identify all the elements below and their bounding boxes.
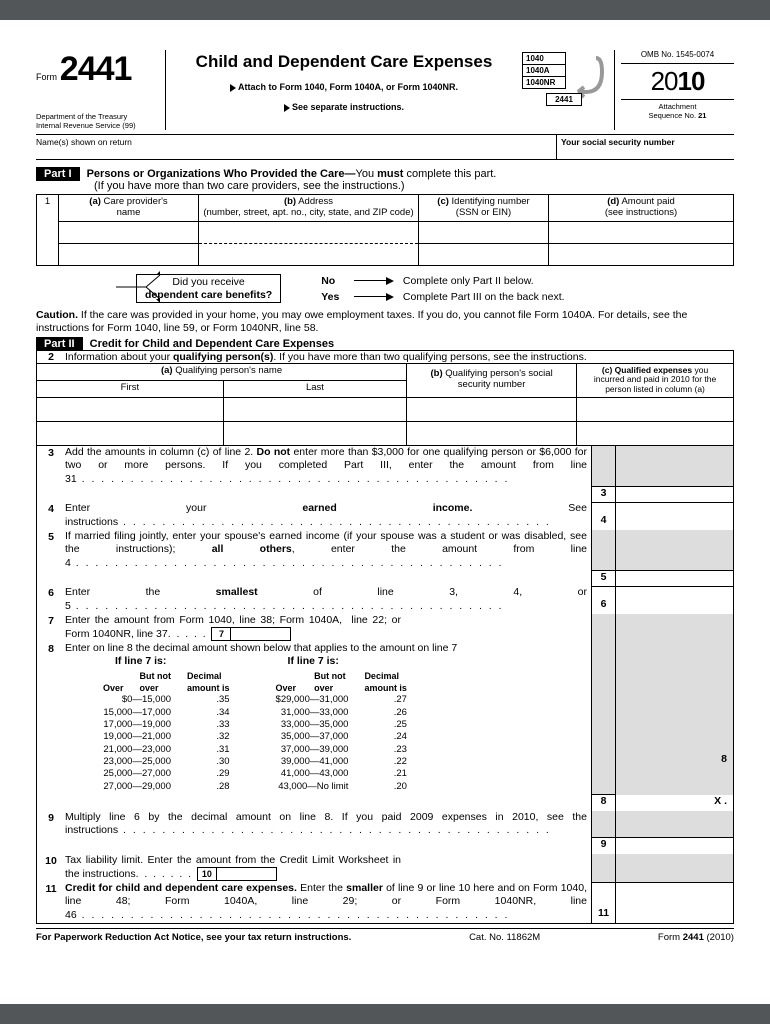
header-middle: Child and Dependent Care Expenses Attach…	[174, 50, 514, 130]
caution-text: Caution. If the care was provided in you…	[36, 309, 734, 335]
line-3-value[interactable]	[615, 486, 733, 503]
line-5: 5 If married filing jointly, enter your …	[36, 530, 734, 571]
table-row[interactable]	[37, 244, 734, 266]
decimal-lookup-table: If line 7 is: But notDecimalOveroveramou…	[95, 655, 587, 795]
form-header: Form 2441 Department of the Treasury Int…	[36, 50, 734, 135]
line-9-value[interactable]	[615, 837, 733, 854]
arrow-right-icon	[386, 277, 394, 285]
line-6: 6 Enter the smallest of line 3, 4, or 5 …	[36, 586, 734, 613]
table-row[interactable]	[37, 421, 734, 445]
arrow-right-icon	[386, 293, 394, 301]
omb-number: OMB No. 1545-0074	[621, 50, 734, 64]
branch-arrow-icon	[116, 269, 166, 305]
part2-header: Part II Credit for Child and Dependent C…	[36, 338, 734, 351]
form-page: Form 2441 Department of the Treasury Int…	[0, 20, 770, 1004]
computation-lines: 3 Add the amounts in column (c) of line …	[36, 446, 734, 924]
header-left: Form 2441 Department of the Treasury Int…	[36, 50, 166, 130]
header-right: OMB No. 1545-0074 2010 Attachment Sequen…	[614, 50, 734, 130]
part1-header: Part I Persons or Organizations Who Prov…	[36, 168, 734, 180]
line-3: 3 Add the amounts in column (c) of line …	[36, 446, 734, 487]
line-4: 4 Enter your earned income. See instruct…	[36, 502, 734, 529]
line-5-value[interactable]	[615, 570, 733, 587]
care-providers-table: 1 (a) Care provider'sname (b) Address(nu…	[36, 194, 734, 266]
department: Department of the Treasury Internal Reve…	[36, 113, 153, 130]
line-11: 11 Credit for child and dependent care e…	[36, 882, 734, 924]
name-ssn-row: Name(s) shown on return Your social secu…	[36, 135, 734, 160]
form-flow-diagram: 1040 1040A 1040NR 2441	[522, 50, 606, 130]
part1-sub: (If you have more than two care provider…	[94, 180, 734, 192]
qualifying-persons-table: (a) Qualifying person's name (b) Qualify…	[36, 363, 734, 446]
form-title: Child and Dependent Care Expenses	[178, 52, 510, 72]
line-10-value[interactable]	[217, 867, 277, 881]
table-row[interactable]	[37, 397, 734, 421]
line-11-value[interactable]	[615, 882, 733, 923]
line-6-value[interactable]	[615, 586, 733, 613]
tax-year: 2010	[621, 66, 734, 97]
line-8: 8 Enter on line 8 the decimal amount sho…	[36, 642, 734, 795]
form-number: 2441	[60, 50, 132, 88]
line-7: 7 Enter the amount from Form 1040, line …	[36, 614, 734, 642]
line-7-value[interactable]	[231, 627, 291, 641]
form-label: Form	[36, 72, 57, 82]
ssn-field[interactable]: Your social security number	[556, 135, 734, 159]
names-field[interactable]: Name(s) shown on return	[36, 135, 556, 159]
sequence-number: Attachment Sequence No. 21	[621, 99, 734, 120]
line-8-value[interactable]: X .	[615, 794, 733, 811]
line-9: 9 Multiply line 6 by the decimal amount …	[36, 811, 734, 838]
line-4-value[interactable]	[615, 502, 733, 529]
benefits-question: Did you receive dependent care benefits?…	[136, 274, 734, 303]
attach-instruction: Attach to Form 1040, Form 1040A, or Form…	[178, 82, 510, 92]
page-footer: For Paperwork Reduction Act Notice, see …	[36, 928, 734, 943]
line-10: 10 Tax liability limit. Enter the amount…	[36, 854, 734, 882]
table-row[interactable]	[37, 222, 734, 244]
